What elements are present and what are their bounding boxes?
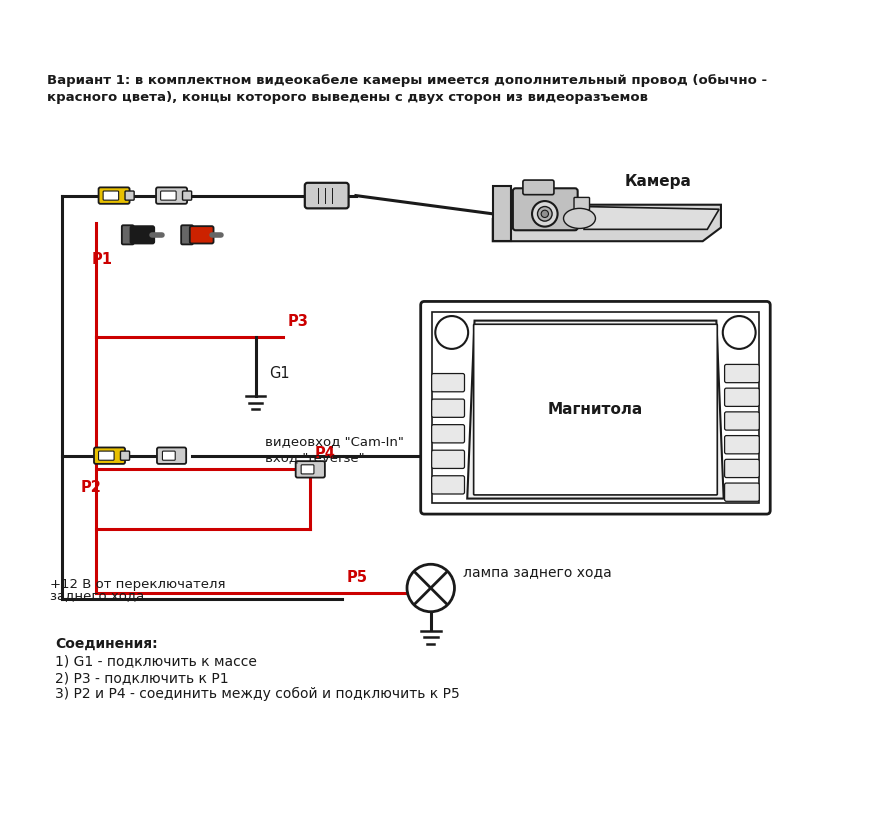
- FancyBboxPatch shape: [122, 225, 133, 245]
- FancyBboxPatch shape: [120, 451, 130, 461]
- FancyBboxPatch shape: [103, 191, 118, 200]
- FancyBboxPatch shape: [156, 187, 187, 204]
- Circle shape: [532, 201, 558, 227]
- FancyBboxPatch shape: [513, 188, 577, 230]
- FancyBboxPatch shape: [725, 436, 759, 454]
- Text: P3: P3: [287, 314, 309, 329]
- FancyBboxPatch shape: [431, 399, 464, 417]
- Text: Соединения:: Соединения:: [55, 636, 157, 650]
- Text: P5: P5: [347, 570, 368, 585]
- Text: Камера: Камера: [625, 174, 692, 190]
- Polygon shape: [468, 321, 724, 498]
- FancyBboxPatch shape: [523, 180, 554, 195]
- Text: P2: P2: [80, 480, 101, 495]
- Text: P1: P1: [91, 252, 112, 267]
- FancyBboxPatch shape: [182, 191, 192, 200]
- Text: вход "reverse": вход "reverse": [264, 452, 364, 464]
- Polygon shape: [492, 204, 721, 241]
- FancyBboxPatch shape: [474, 324, 717, 495]
- Text: G1: G1: [270, 366, 290, 381]
- FancyBboxPatch shape: [725, 365, 759, 383]
- FancyBboxPatch shape: [161, 191, 176, 200]
- Circle shape: [407, 564, 454, 612]
- Circle shape: [435, 316, 469, 349]
- Circle shape: [537, 207, 552, 221]
- FancyBboxPatch shape: [98, 187, 130, 204]
- FancyBboxPatch shape: [431, 450, 464, 469]
- FancyBboxPatch shape: [574, 197, 590, 210]
- Polygon shape: [492, 186, 511, 241]
- Circle shape: [723, 316, 756, 349]
- Text: P4: P4: [315, 447, 336, 461]
- FancyBboxPatch shape: [421, 301, 770, 514]
- FancyBboxPatch shape: [157, 447, 187, 464]
- Polygon shape: [584, 207, 719, 229]
- FancyBboxPatch shape: [725, 412, 759, 430]
- Text: лампа заднего хода: лампа заднего хода: [462, 565, 612, 579]
- FancyBboxPatch shape: [94, 447, 125, 464]
- FancyBboxPatch shape: [725, 459, 759, 478]
- FancyBboxPatch shape: [190, 226, 214, 244]
- Text: 1) G1 - подключить к массе: 1) G1 - подключить к массе: [55, 654, 256, 668]
- FancyBboxPatch shape: [163, 451, 175, 461]
- FancyBboxPatch shape: [431, 424, 464, 443]
- Ellipse shape: [563, 209, 596, 228]
- FancyBboxPatch shape: [305, 183, 348, 209]
- FancyBboxPatch shape: [181, 225, 193, 245]
- FancyBboxPatch shape: [295, 461, 325, 478]
- FancyBboxPatch shape: [301, 465, 314, 474]
- FancyBboxPatch shape: [431, 374, 464, 392]
- Text: Вариант 1: в комплектном видеокабеле камеры имеется дополнительный провод (обычн: Вариант 1: в комплектном видеокабеле кам…: [48, 74, 767, 104]
- Text: +12 В от переключателя: +12 В от переключателя: [50, 578, 225, 591]
- Circle shape: [541, 210, 548, 218]
- FancyBboxPatch shape: [125, 191, 134, 200]
- FancyBboxPatch shape: [725, 483, 759, 502]
- FancyBboxPatch shape: [725, 388, 759, 406]
- Text: видеовход "Cam-In": видеовход "Cam-In": [264, 435, 403, 447]
- Text: 3) Р2 и Р4 - соединить между собой и подключить к Р5: 3) Р2 и Р4 - соединить между собой и под…: [55, 687, 460, 701]
- Text: заднего хода: заднего хода: [50, 589, 144, 602]
- FancyBboxPatch shape: [431, 475, 464, 494]
- Text: Магнитола: Магнитола: [548, 402, 643, 417]
- Text: 2) Р3 - подключить к Р1: 2) Р3 - подключить к Р1: [55, 671, 228, 685]
- FancyBboxPatch shape: [98, 451, 114, 461]
- FancyBboxPatch shape: [131, 226, 154, 244]
